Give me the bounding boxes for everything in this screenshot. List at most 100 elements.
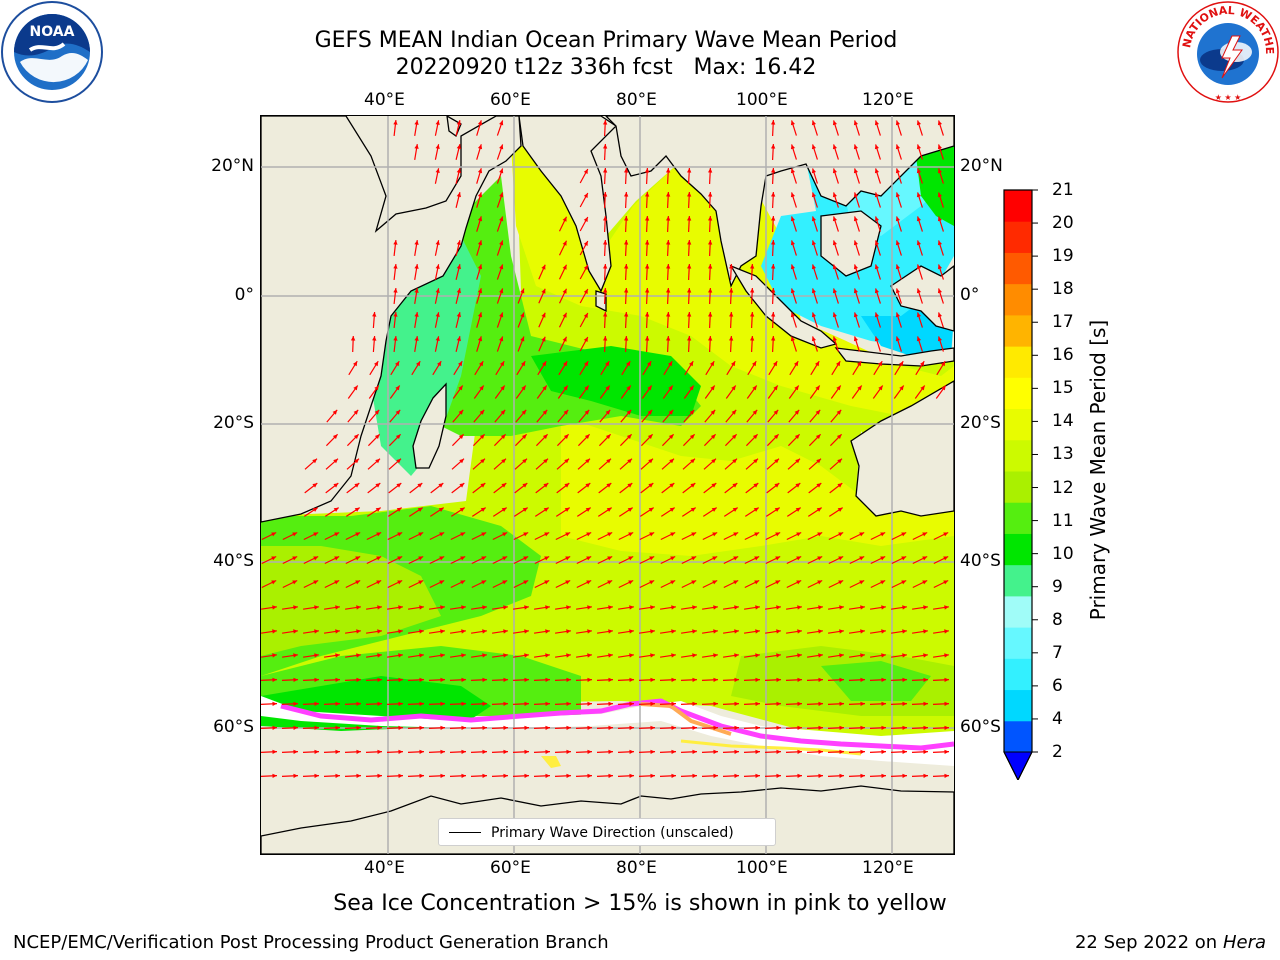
wave-arrow-head bbox=[691, 580, 697, 585]
wave-arrow-head bbox=[477, 264, 483, 270]
wave-arrow-head bbox=[818, 701, 823, 706]
wave-arrow-head bbox=[503, 773, 508, 778]
wave-arrow-head bbox=[603, 288, 608, 293]
wave-arrow-head bbox=[687, 336, 692, 341]
wave-arrow-head bbox=[923, 605, 928, 610]
wave-arrow-head bbox=[689, 385, 694, 391]
wave-arrow-head bbox=[503, 629, 508, 634]
wave-arrow-head bbox=[734, 605, 739, 610]
wave-arrow-head bbox=[839, 725, 844, 730]
wave-arrow-head bbox=[775, 532, 781, 537]
wave-arrow-head bbox=[372, 336, 377, 341]
wave-arrow-head bbox=[398, 653, 403, 658]
wave-arrow-head bbox=[853, 240, 858, 246]
wave-arrow-head bbox=[815, 409, 821, 415]
wave-arrow-head bbox=[522, 483, 528, 488]
wave-arrow-head bbox=[797, 749, 802, 754]
colorbar-segment bbox=[1004, 595, 1032, 628]
lat-label-left: 20°S bbox=[213, 413, 254, 433]
wave-arrow-head bbox=[650, 749, 655, 754]
wave-arrow-head bbox=[603, 240, 608, 245]
wave-arrow-head bbox=[857, 385, 862, 391]
colorbar bbox=[1003, 189, 1038, 780]
noaa-logo: NOAA bbox=[1, 1, 103, 103]
wave-arrow-head bbox=[564, 458, 569, 464]
lat-label-right: 40°S bbox=[960, 551, 1001, 571]
wave-arrow-head bbox=[753, 483, 759, 488]
wave-arrow-head bbox=[734, 773, 739, 778]
wave-arrow-head bbox=[692, 725, 697, 730]
wave-arrow-head bbox=[603, 216, 608, 221]
wave-arrow-head bbox=[902, 677, 907, 682]
wave-arrow-head bbox=[459, 507, 465, 512]
wave-arrow-head bbox=[293, 605, 298, 610]
wave-arrow-head bbox=[790, 120, 795, 126]
wave-arrow-head bbox=[666, 216, 671, 221]
wave-arrow-head bbox=[499, 216, 504, 222]
wave-arrow-head bbox=[271, 556, 277, 561]
wave-arrow-head bbox=[815, 434, 821, 439]
wave-arrow-head bbox=[566, 701, 571, 706]
wave-arrow-head bbox=[545, 725, 550, 730]
colorbar-segment bbox=[1004, 689, 1032, 722]
wave-arrow-head bbox=[353, 434, 359, 439]
wave-arrow-head bbox=[776, 677, 781, 682]
wave-arrow-head bbox=[629, 749, 634, 754]
colorbar-label: Primary Wave Mean Period [s] bbox=[1086, 319, 1110, 621]
wave-arrow-head bbox=[729, 288, 734, 293]
wave-arrow-head bbox=[459, 483, 465, 488]
colorbar-segment bbox=[1004, 190, 1032, 222]
lon-label-bottom: 100°E bbox=[736, 858, 788, 878]
wave-arrow-head bbox=[880, 532, 886, 537]
wave-arrow-head bbox=[878, 361, 883, 367]
wave-arrow-head bbox=[668, 385, 673, 391]
wave-arrow-head bbox=[481, 532, 487, 537]
colorbar-tick-label: 14 bbox=[1052, 411, 1074, 432]
wave-arrow-head bbox=[355, 532, 361, 537]
wave-arrow-head bbox=[541, 336, 546, 342]
wave-arrow-head bbox=[818, 773, 823, 778]
wave-arrow-head bbox=[541, 288, 546, 294]
wave-arrow-head bbox=[566, 677, 571, 682]
wave-arrow-head bbox=[671, 653, 676, 658]
wave-arrow-head bbox=[566, 605, 571, 610]
wave-arrow-head bbox=[944, 773, 949, 778]
wave-arrow-head bbox=[499, 336, 504, 342]
wave-arrow-head bbox=[292, 532, 298, 537]
wave-arrow-head bbox=[585, 483, 591, 488]
wave-arrow-head bbox=[671, 677, 676, 682]
wave-arrow-head bbox=[481, 580, 487, 585]
wave-arrow-head bbox=[293, 677, 298, 682]
wave-arrow-head bbox=[503, 605, 508, 610]
wave-arrow-head bbox=[832, 120, 837, 126]
wave-arrow-head bbox=[902, 653, 907, 658]
wave-arrow-head bbox=[566, 629, 571, 634]
wave-arrow-head bbox=[522, 507, 528, 512]
wave-arrow-head bbox=[522, 458, 527, 464]
map-panel[interactable] bbox=[260, 115, 955, 855]
colorbar-segment bbox=[1004, 564, 1032, 597]
wave-arrow-head bbox=[440, 701, 445, 706]
wave-arrow-head bbox=[731, 361, 736, 367]
wave-arrow-head bbox=[541, 264, 546, 270]
wave-arrow-head bbox=[477, 336, 483, 342]
wave-arrow-head bbox=[503, 749, 508, 754]
wave-arrow-head bbox=[438, 507, 444, 512]
wave-arrow-head bbox=[502, 580, 508, 585]
colorbar-tick-label: 10 bbox=[1052, 543, 1074, 564]
wave-arrow-head bbox=[313, 580, 319, 585]
wave-arrow-head bbox=[790, 288, 795, 294]
wave-arrow-head bbox=[356, 653, 361, 658]
wave-arrow-head bbox=[776, 629, 781, 634]
wave-arrow-head bbox=[771, 336, 776, 341]
wave-arrow-head bbox=[500, 434, 506, 439]
wave-arrow-head bbox=[419, 605, 424, 610]
wave-arrow-head bbox=[671, 773, 676, 778]
wave-arrow-head bbox=[712, 580, 718, 585]
wave-arrow-head bbox=[542, 409, 548, 415]
wave-arrow-head bbox=[562, 240, 567, 246]
wave-arrow-head bbox=[435, 288, 440, 293]
wave-arrow-head bbox=[729, 312, 734, 317]
wave-arrow-head bbox=[335, 653, 340, 658]
wave-arrow-head bbox=[922, 556, 928, 561]
